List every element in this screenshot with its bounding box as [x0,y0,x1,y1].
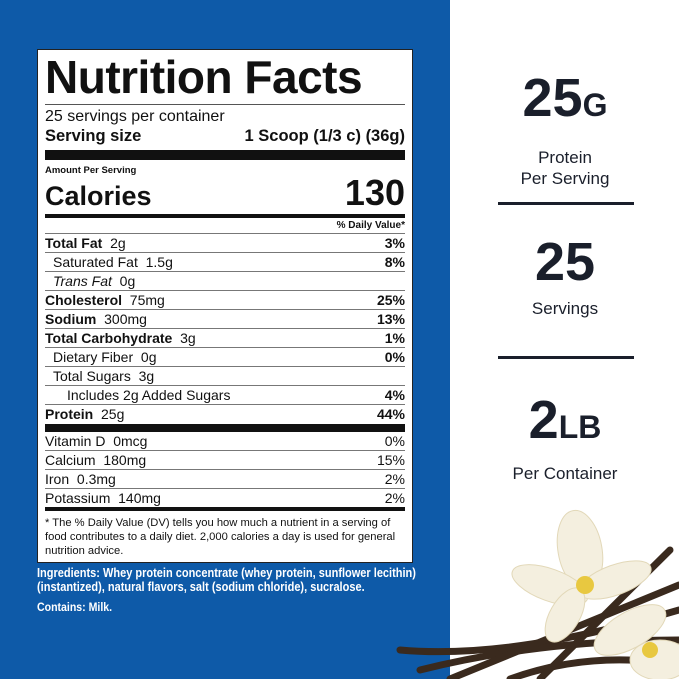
vitamin-dv: 2% [384,490,405,507]
divider [45,507,405,512]
allergen-statement: Contains: Milk. [37,600,113,615]
stat-servings: 25 Servings [470,234,660,319]
nutrient-amount: 3g [138,368,155,384]
nutrient-row: Total Carbohydrate 3g 1% [45,328,405,347]
serving-size-row: Serving size 1 Scoop (1/3 c) (36g) [45,126,405,146]
nutrient-name: Total Carbohydrate [45,330,173,346]
nutrient-row: Protein 25g 44% [45,404,405,423]
label-title: Nutrition Facts [45,51,363,103]
stat-label: Per Serving [520,169,610,188]
nutrition-facts-label: Nutrition Facts 25 servings per containe… [37,49,413,564]
nutrient-amount: 3g [180,330,196,346]
nutrient-amount: 300mg [104,311,147,327]
vitamin-name: Potassium [45,490,111,507]
nutrient-list: Total Fat 2g 3% Saturated Fat 1.5g 8% Trans … [45,233,405,423]
vitamin-dv: 2% [384,471,405,488]
nutrient-name: Saturated Fat [53,254,138,270]
dv-header: % Daily Value* [336,220,405,231]
vitamin-amount: 0.3mg [76,471,116,488]
nutrient-dv: 4% [384,387,405,403]
calories-label: Calories [45,181,152,211]
stat-label: Per Container [512,464,618,483]
nutrient-amount: 1.5g [145,254,173,270]
nutrient-amount: 75mg [129,292,165,308]
nutrient-amount: 2g [110,235,126,251]
calories-value: 130 [344,172,405,213]
nutrient-amount: 0g [119,273,136,289]
nutrient-dv: 13% [376,311,405,327]
nutrient-row: Cholesterol 75mg 25% [45,290,405,309]
vitamin-row: Calcium 180mg 15% [45,450,405,469]
nutrient-row: Includes 2g Added Sugars 4% [45,385,405,404]
vitamin-row: Potassium 140mg 2% [45,488,405,507]
vitamin-amount: 140mg [118,490,161,507]
nutrient-name: Cholesterol [45,292,123,308]
nutrient-row: Dietary Fiber 0g 0% [45,347,405,366]
label-column: Nutrition Facts 25 servings per containe… [37,49,416,614]
nutrient-dv: 3% [384,235,405,251]
nutrient-name: Total Fat [45,235,103,251]
vitamin-row: Vitamin D 0mcg 0% [45,432,405,450]
nutrient-row: Total Sugars 3g [45,366,405,385]
amount-per-serving: Amount Per Serving [45,165,137,176]
stat-unit: LB [558,409,602,445]
divider [45,104,405,105]
nutrient-row: Trans Fat 0g [45,271,405,290]
ingredients: Ingredients: Whey protein concentrate (w… [37,566,416,595]
servings-per-container: 25 servings per container [45,108,225,125]
vanilla-flower-image [396,509,679,679]
divider [45,150,405,160]
footnote: * The % Daily Value (DV) tells you how m… [45,517,396,558]
vitamin-row: Iron 0.3mg 2% [45,469,405,488]
nutrient-dv: 1% [384,330,405,346]
vitamin-amount: 180mg [103,452,147,469]
nutrient-dv: 8% [384,254,405,270]
nutrient-name: Sodium [45,311,97,327]
vitamin-dv: 15% [376,452,405,469]
stat-value: 2 [528,390,559,450]
vitamin-dv: 0% [384,433,405,449]
stat-label: Servings [531,299,599,318]
nutrient-dv: 44% [376,406,405,422]
stat-label: Protein [538,148,592,167]
vitamin-list: Vitamin D 0mcg 0% Calcium 180mg 15% Iron 0.3… [45,432,405,507]
vitamin-name: Calcium [45,452,96,469]
divider [498,356,634,359]
nutrient-name: Protein [45,406,94,422]
nutrient-dv: 25% [376,292,405,308]
serving-size-label: Serving size [45,127,142,145]
stat-value: 25 [534,232,596,292]
vitamin-name: Vitamin D [45,433,106,449]
stat-value: 25 [522,68,583,128]
nutrient-amount: 25g [101,406,125,422]
stat-unit: G [582,87,608,123]
stat-protein: 25G Protein Per Serving [470,70,660,189]
nutrient-amount: 0g [140,349,157,365]
divider [45,214,405,218]
divider [498,202,634,205]
stat-container: 2LB Per Container [470,392,660,484]
vitamin-name: Iron [45,471,70,488]
divider [45,424,405,432]
nutrient-row: Sodium 300mg 13% [45,309,405,328]
calories-row: Calories 130 [45,172,405,213]
nutrient-row: Total Fat 2g 3% [45,233,405,252]
nutrient-name: Dietary Fiber [53,349,134,365]
nutrient-name: Includes 2g Added Sugars [67,387,231,403]
nutrient-row: Saturated Fat 1.5g 8% [45,252,405,271]
serving-size-value: 1 Scoop (1/3 c) (36g) [244,127,405,145]
nutrient-name: Trans Fat [53,273,112,289]
nutrient-dv: 0% [384,349,405,365]
vitamin-amount: 0mcg [113,433,148,449]
nutrient-name: Total Sugars [53,368,131,384]
